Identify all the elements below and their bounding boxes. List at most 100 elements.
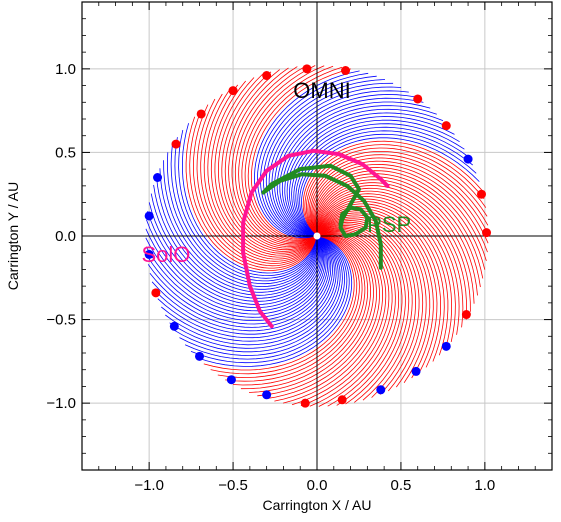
field-line — [203, 236, 355, 371]
omni-point — [226, 375, 236, 385]
omni-point — [302, 64, 312, 74]
field-line — [317, 208, 438, 374]
omni-point — [144, 249, 154, 259]
field-line — [286, 112, 450, 236]
field-line — [284, 108, 444, 236]
field-line — [265, 234, 377, 400]
omni-point — [413, 94, 423, 104]
field-line — [218, 74, 316, 252]
axis-ticks: −1.0 −0.5 0.0 0.5 1.0 −1.0 −0.5 0.0 0.5 1.0 — [46, 2, 552, 494]
annotation-solo: SolO — [141, 242, 190, 267]
field-line — [190, 236, 350, 364]
omni-point — [482, 228, 492, 238]
omni-point — [153, 173, 163, 182]
omni-point — [195, 351, 204, 361]
omni-point — [262, 71, 272, 81]
field-line — [318, 220, 416, 398]
omni-point — [341, 66, 351, 76]
field-line — [319, 226, 403, 406]
omni-point — [441, 341, 451, 351]
y-tick-label: 1.0 — [55, 61, 76, 78]
field-line — [250, 68, 352, 240]
field-line — [299, 133, 477, 235]
field-line — [165, 237, 339, 346]
field-line — [319, 223, 410, 403]
omni-point — [441, 121, 451, 131]
y-tick-label: −1.0 — [46, 395, 76, 412]
x-tick-label: 0.5 — [390, 477, 411, 494]
omni-point — [461, 310, 471, 320]
field-line — [312, 163, 488, 253]
omni-point — [171, 139, 181, 149]
field-line — [317, 195, 456, 342]
omni-point — [300, 398, 310, 408]
field-line — [257, 72, 369, 238]
field-line — [317, 203, 445, 362]
field-lines — [145, 65, 489, 407]
field-line — [207, 84, 316, 258]
field-line — [268, 86, 402, 237]
field-line — [316, 187, 468, 320]
field-line — [217, 235, 360, 378]
sun-marker — [313, 232, 321, 240]
omni-point — [151, 288, 161, 298]
field-line — [247, 66, 343, 240]
x-tick-label: −0.5 — [218, 477, 248, 494]
field-line — [189, 110, 317, 269]
field-line — [159, 168, 318, 290]
field-line — [157, 237, 335, 339]
field-line — [295, 126, 469, 235]
omni-point — [477, 189, 486, 199]
field-line — [314, 173, 484, 279]
omni-point — [262, 390, 272, 400]
field-line — [196, 98, 317, 264]
field-line — [241, 65, 325, 242]
field-line — [262, 79, 386, 237]
omni-point — [144, 211, 154, 221]
field-line — [214, 77, 316, 254]
field-line — [148, 202, 321, 302]
field-line — [316, 190, 464, 328]
omni-point — [411, 366, 421, 376]
trajectories — [241, 148, 390, 329]
field-line — [147, 238, 328, 325]
field-line — [313, 170, 486, 270]
omni-point — [337, 395, 347, 405]
annotations: OMNI SolO PSP — [141, 78, 411, 267]
field-line — [319, 224, 406, 405]
y-tick-label: 0.5 — [55, 144, 76, 161]
field-line — [182, 123, 317, 274]
field-line — [318, 210, 434, 379]
y-tick-label: 0.0 — [55, 228, 76, 245]
field-line — [161, 237, 337, 342]
field-line — [203, 88, 316, 260]
field-line — [228, 67, 315, 248]
field-line — [200, 93, 316, 262]
field-line — [244, 65, 334, 241]
x-axis-label: Carrington X / AU — [263, 497, 372, 513]
field-line — [309, 230, 393, 407]
field-line — [146, 219, 322, 309]
field-line — [197, 236, 353, 367]
field-line — [306, 147, 487, 234]
field-line — [174, 237, 343, 353]
field-line — [319, 227, 400, 407]
omni-point — [228, 86, 238, 96]
field-line — [225, 235, 363, 382]
field-line — [254, 70, 360, 239]
field-line — [297, 130, 473, 235]
field-line — [307, 151, 488, 234]
field-line — [276, 97, 424, 236]
omni-points — [144, 64, 492, 408]
field-line — [274, 94, 417, 237]
field-line — [145, 237, 325, 315]
field-line — [178, 130, 317, 277]
field-line — [317, 198, 452, 349]
field-line — [260, 75, 377, 238]
field-line — [147, 210, 322, 305]
field-line — [316, 185, 471, 312]
annotation-omni: OMNI — [293, 78, 350, 103]
field-line — [166, 152, 318, 285]
omni-point — [463, 154, 473, 164]
field-line — [234, 65, 315, 245]
